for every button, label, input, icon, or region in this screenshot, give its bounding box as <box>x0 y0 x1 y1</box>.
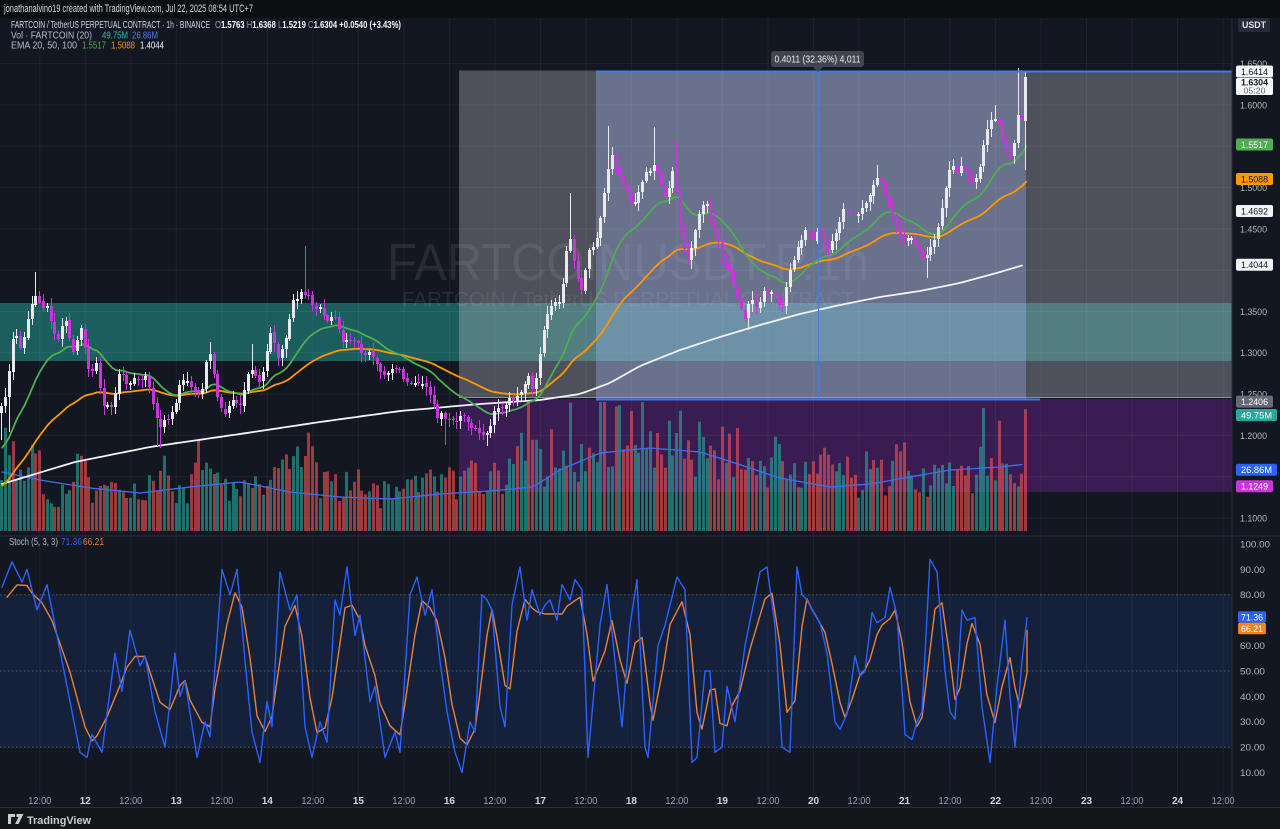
svg-text:TradingView: TradingView <box>27 815 91 827</box>
svg-text:1.4044: 1.4044 <box>1241 260 1268 271</box>
svg-text:22: 22 <box>990 796 1002 807</box>
svg-text:50.00: 50.00 <box>1240 666 1265 677</box>
svg-text:23: 23 <box>1081 796 1093 807</box>
svg-text:15: 15 <box>353 796 365 807</box>
svg-text:12: 12 <box>80 796 92 807</box>
svg-text:17: 17 <box>535 796 547 807</box>
svg-text:O1.5763 H1.6368 L1.5219 C1.630: O1.5763 H1.6368 L1.5219 C1.6304 +0.0540 … <box>215 19 401 31</box>
svg-text:EMA 20, 50, 100: EMA 20, 50, 100 <box>11 40 77 52</box>
svg-text:FARTCOIN / TetherUS PERPETUAL: FARTCOIN / TetherUS PERPETUAL CONTRACT ·… <box>11 19 210 31</box>
svg-text:1.2500: 1.2500 <box>1240 390 1267 401</box>
svg-text:12:00: 12:00 <box>28 796 51 807</box>
svg-text:10.00: 10.00 <box>1240 768 1265 779</box>
svg-text:14: 14 <box>262 796 274 807</box>
svg-text:12:00: 12:00 <box>119 796 142 807</box>
svg-text:1.4500: 1.4500 <box>1240 224 1267 235</box>
svg-text:1.4044: 1.4044 <box>140 40 164 52</box>
svg-text:26.86M: 26.86M <box>132 30 158 42</box>
svg-text:1.1249: 1.1249 <box>1241 482 1268 493</box>
svg-text:30.00: 30.00 <box>1240 717 1265 728</box>
svg-text:20: 20 <box>808 796 820 807</box>
svg-text:1.1000: 1.1000 <box>1240 514 1267 525</box>
svg-text:Vol · FARTCOIN (20): Vol · FARTCOIN (20) <box>11 30 92 42</box>
svg-text:12:00: 12:00 <box>665 796 688 807</box>
svg-text:USDT: USDT <box>1242 20 1266 30</box>
svg-text:19: 19 <box>717 796 729 807</box>
svg-text:40.00: 40.00 <box>1240 692 1265 703</box>
svg-text:16: 16 <box>444 796 456 807</box>
svg-text:12:00: 12:00 <box>1121 796 1144 807</box>
svg-text:1.6000: 1.6000 <box>1240 100 1267 111</box>
svg-text:1.5517: 1.5517 <box>82 40 106 52</box>
svg-text:12:00: 12:00 <box>1030 796 1053 807</box>
svg-text:1.4692: 1.4692 <box>1241 206 1268 217</box>
svg-text:24: 24 <box>1172 796 1184 807</box>
svg-text:1.6304: 1.6304 <box>1241 78 1269 89</box>
svg-text:71.36: 71.36 <box>61 536 82 548</box>
svg-text:80.00: 80.00 <box>1240 590 1265 601</box>
svg-text:90.00: 90.00 <box>1240 565 1265 576</box>
svg-text:12:00: 12:00 <box>574 796 597 807</box>
svg-text:1.3500: 1.3500 <box>1240 307 1267 318</box>
svg-text:12:00: 12:00 <box>757 796 780 807</box>
svg-text:1.6500: 1.6500 <box>1240 59 1267 70</box>
svg-text:18: 18 <box>626 796 638 807</box>
svg-text:20.00: 20.00 <box>1240 743 1265 754</box>
svg-text:1.5088: 1.5088 <box>111 40 135 52</box>
svg-text:1.6414: 1.6414 <box>1241 67 1268 78</box>
svg-text:26.86M: 26.86M <box>1241 465 1272 476</box>
svg-text:49.75M: 49.75M <box>1241 410 1272 421</box>
svg-text:71.36: 71.36 <box>1241 612 1263 623</box>
svg-text:49.75M: 49.75M <box>102 30 128 42</box>
svg-text:21: 21 <box>899 796 911 807</box>
svg-text:1.2000: 1.2000 <box>1240 431 1267 442</box>
svg-text:1.5517: 1.5517 <box>1241 140 1268 151</box>
svg-text:jonathanalvino19 created with: jonathanalvino19 created with TradingVie… <box>3 3 253 15</box>
svg-text:66.21: 66.21 <box>1241 624 1263 635</box>
svg-text:66.21: 66.21 <box>83 536 104 548</box>
svg-text:60.00: 60.00 <box>1240 641 1265 652</box>
svg-text:Stoch (5, 3, 3): Stoch (5, 3, 3) <box>9 536 58 548</box>
svg-text:1.3000: 1.3000 <box>1240 348 1267 359</box>
svg-text:0.4011 (32.36%) 4,011: 0.4011 (32.36%) 4,011 <box>775 54 861 66</box>
svg-text:12:00: 12:00 <box>939 796 962 807</box>
svg-text:12:00: 12:00 <box>210 796 233 807</box>
svg-text:05:20: 05:20 <box>1244 86 1266 96</box>
svg-text:13: 13 <box>171 796 183 807</box>
svg-text:1.5000: 1.5000 <box>1240 183 1267 194</box>
svg-text:12:00: 12:00 <box>392 796 415 807</box>
svg-text:100.00: 100.00 <box>1240 539 1270 550</box>
svg-text:12:00: 12:00 <box>483 796 506 807</box>
svg-text:1.2406: 1.2406 <box>1241 397 1268 408</box>
svg-text:12:00: 12:00 <box>848 796 871 807</box>
svg-text:12:00: 12:00 <box>301 796 324 807</box>
svg-text:12:00: 12:00 <box>1212 796 1235 807</box>
svg-text:1.5088: 1.5088 <box>1241 174 1268 185</box>
